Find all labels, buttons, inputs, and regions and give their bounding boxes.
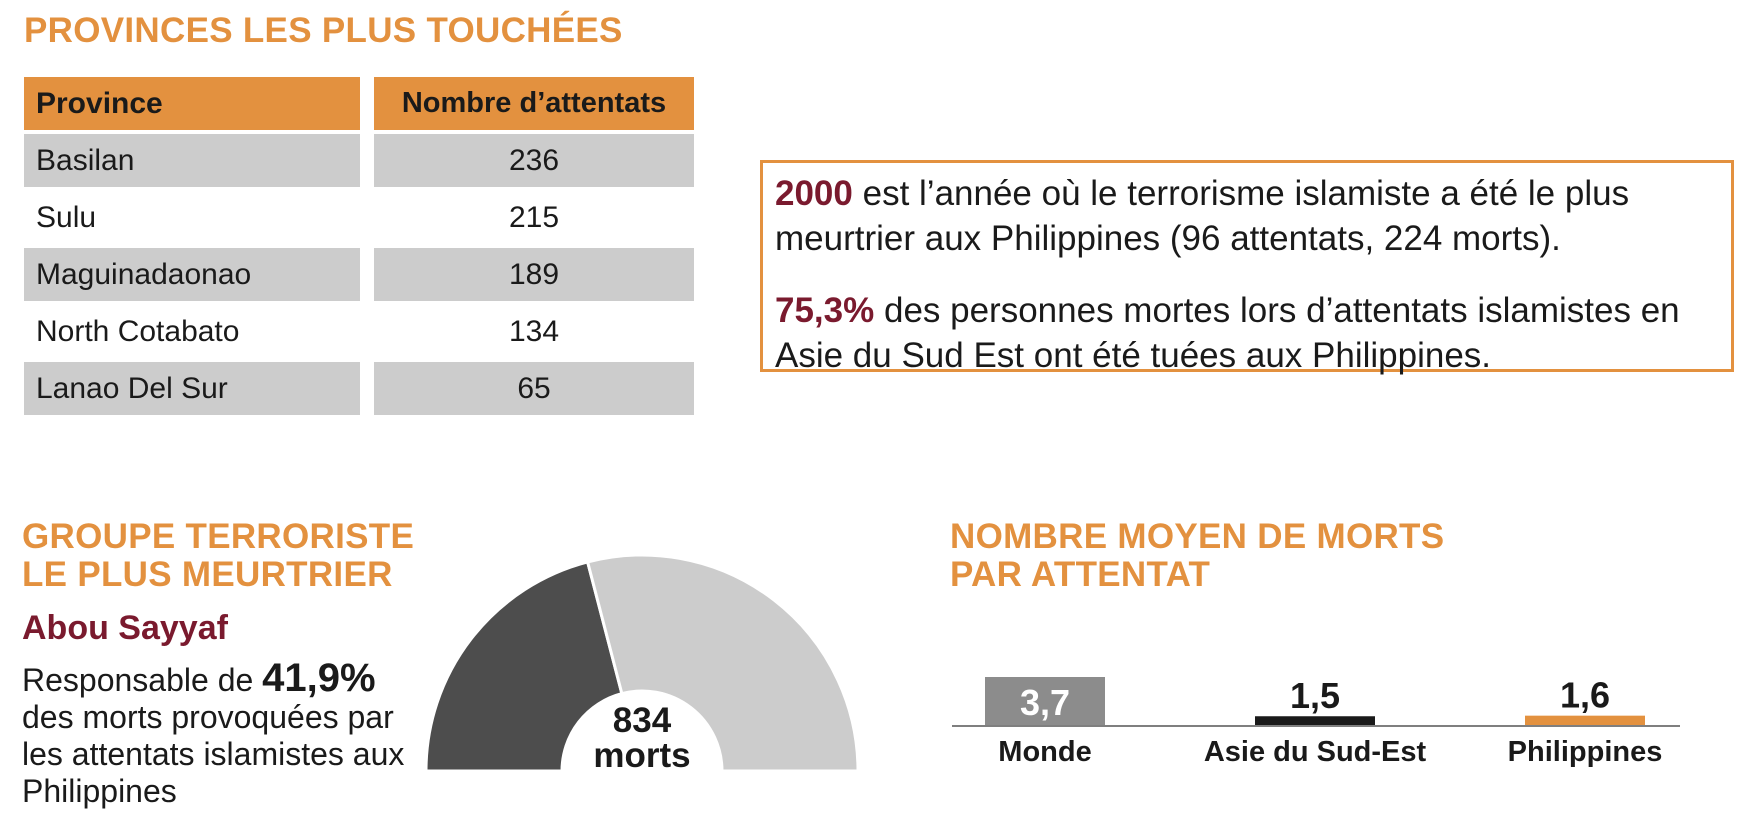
province-cell: Basilan: [24, 134, 360, 187]
fact-year-highlight: 2000: [775, 174, 853, 213]
provinces-heading: PROVINCES LES PLUS TOUCHÉES: [24, 11, 623, 50]
group-desc-suffix: des morts provoquées par les attentats i…: [22, 699, 405, 809]
count-cell: 215: [508, 200, 560, 234]
table-row: North Cotabato 134: [24, 305, 694, 358]
province-cell: Maguinadaonao: [24, 248, 360, 301]
category-label: Monde: [998, 736, 1091, 768]
group-heading: GROUPE TERRORISTE LE PLUS MEURTRIER: [22, 518, 414, 594]
column-header-count: Nombre d’attentats: [374, 77, 694, 130]
bar-value-label: 1,6: [1560, 675, 1610, 716]
column-header-province: Province: [24, 77, 360, 130]
donut-center-value: 834: [613, 701, 672, 740]
fact-year: 2000 est l’année où le terrorisme islami…: [775, 171, 1719, 261]
avg-heading: NOMBRE MOYEN DE MORTS PAR ATTENTAT: [950, 518, 1444, 594]
count-cell: 189: [374, 248, 694, 301]
table-row: Basilan 236: [24, 134, 694, 187]
group-desc-percent: 41,9%: [262, 656, 376, 700]
fact-share-text: des personnes mortes lors d’attentats is…: [775, 291, 1680, 375]
avg-bars: 3,7 Monde 1,5 Asie du Sud-Est 1,6 Philippines: [952, 675, 1680, 768]
group-heading-line1: GROUPE TERRORISTE: [22, 517, 415, 556]
avg-heading-line1: NOMBRE MOYEN DE MORTS: [950, 517, 1445, 556]
donut-slice-abou-sayyaf: [424, 560, 624, 773]
group-description: Responsable de 41,9% des morts provoquée…: [22, 658, 422, 810]
table-header-row: Province Nombre d’attentats: [24, 77, 694, 130]
bar-value-label: 1,5: [1290, 675, 1340, 716]
count-cell: 134: [508, 314, 560, 348]
count-cell: 236: [374, 134, 694, 187]
group-desc-prefix: Responsable de: [22, 662, 263, 698]
category-label: Philippines: [1508, 736, 1663, 768]
category-label: Asie du Sud-Est: [1204, 736, 1427, 768]
bar-0: [985, 677, 1105, 725]
province-cell: Sulu: [36, 200, 97, 234]
avg-heading-line2: PAR ATTENTAT: [950, 555, 1211, 594]
table-row: Lanao Del Sur 65: [24, 362, 694, 415]
fact-share-highlight: 75,3%: [775, 291, 875, 330]
deaths-share-half-donut: 834 morts: [424, 553, 860, 775]
fact-share: 75,3% des personnes mortes lors d’attent…: [775, 288, 1719, 378]
table-row: Sulu 215: [24, 191, 694, 244]
donut-center-unit: morts: [593, 736, 690, 775]
count-cell: 65: [374, 362, 694, 415]
group-heading-line2: LE PLUS MEURTRIER: [22, 555, 393, 594]
province-cell: Lanao Del Sur: [24, 362, 360, 415]
donut-slices: [424, 553, 860, 773]
table-row: Maguinadaonao 189: [24, 248, 694, 301]
bar-value-label: 3,7: [1020, 682, 1070, 723]
province-cell: North Cotabato: [36, 314, 240, 348]
group-name: Abou Sayyaf: [22, 609, 228, 647]
bar-1: [1255, 716, 1375, 725]
donut-slice-other: [585, 553, 860, 773]
avg-deaths-bar-chart: 3,7 Monde 1,5 Asie du Sud-Est 1,6 Philippines: [952, 675, 1680, 768]
bar-2: [1525, 715, 1645, 725]
key-facts-box: 2000 est l’année où le terrorisme islami…: [760, 160, 1734, 375]
provinces-table: Province Nombre d’attentats Basilan 236 …: [24, 77, 694, 419]
fact-year-text: est l’année où le terrorisme islamiste a…: [775, 174, 1630, 258]
